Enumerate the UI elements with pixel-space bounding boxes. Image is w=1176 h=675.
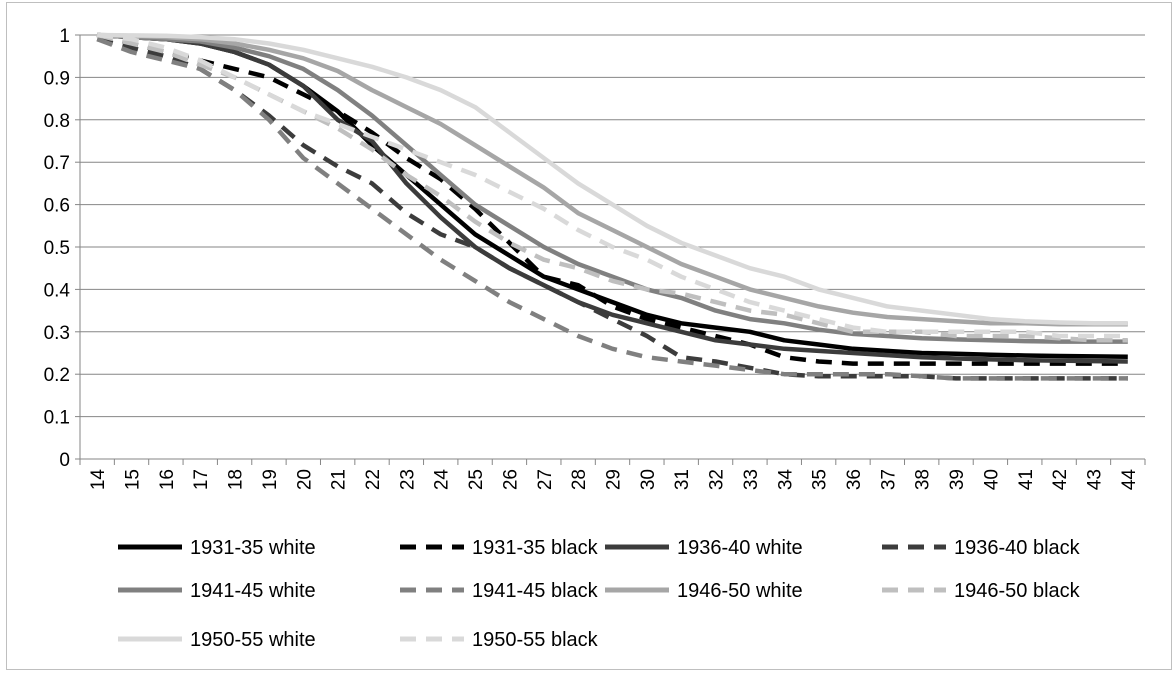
legend-label: 1941-45 black	[472, 580, 599, 602]
x-tick-label: 35	[810, 469, 831, 490]
series-line	[97, 32, 1128, 326]
x-tick-label: 17	[191, 469, 212, 490]
legend-label: 1931-35 black	[472, 537, 599, 559]
x-tick-label: 32	[707, 469, 728, 490]
gridlines	[80, 34, 1145, 418]
legend-label: 1950-55 black	[472, 629, 599, 651]
x-tick-label: 38	[913, 469, 934, 490]
x-tick-label: 28	[569, 469, 590, 490]
x-tick-label: 22	[363, 469, 384, 490]
x-tick-label: 39	[947, 469, 968, 490]
legend-label: 1931-35 white	[190, 537, 316, 559]
y-tick-label: 0.5	[44, 238, 70, 259]
x-tick-label: 21	[329, 469, 350, 490]
x-tick-label: 20	[294, 469, 315, 490]
x-tick-label: 23	[397, 469, 418, 490]
x-tick-label: 15	[123, 469, 144, 490]
series-line	[96, 32, 1128, 339]
x-tick-label: 16	[157, 469, 178, 490]
x-tick-label: 43	[1084, 469, 1105, 490]
legend-label: 1936-40 white	[677, 537, 803, 559]
y-tick-label: 0.9	[44, 68, 70, 89]
x-tick-label: 27	[535, 469, 556, 490]
legend-label: 1941-45 white	[190, 580, 316, 602]
x-tick-label: 14	[88, 469, 109, 491]
series-line	[96, 32, 1128, 366]
series-line	[97, 32, 1128, 344]
x-tick-label: 44	[1119, 469, 1140, 491]
legend-label: 1950-55 white	[190, 629, 316, 651]
x-tick-label: 29	[604, 469, 625, 490]
x-tick-label: 37	[878, 469, 899, 490]
x-tick-label: 34	[775, 469, 796, 491]
y-tick-label: 0.2	[44, 365, 70, 386]
legend-label: 1946-50 black	[954, 580, 1081, 602]
y-tick-label: 0.4	[44, 280, 71, 301]
x-tick-label: 40	[981, 469, 1002, 490]
x-tick-label: 31	[672, 469, 693, 490]
y-tick-label: 0.8	[44, 111, 70, 132]
series-line	[96, 37, 1128, 381]
x-tick-label: 33	[741, 469, 762, 490]
x-tick-label: 41	[1016, 469, 1037, 490]
y-tick-label: 0.1	[44, 408, 70, 429]
y-tick-label: 0.7	[44, 153, 70, 174]
axes: 0 0.1 0.2 0.3 0.4 0.5 0.6 0.7 0.8 0.9 1 14 15 16 17 18 1…	[44, 26, 1146, 491]
y-tick-label: 0.6	[44, 196, 70, 217]
series-line	[97, 32, 1128, 364]
series-line	[97, 32, 1128, 327]
series-line	[97, 32, 1128, 360]
series-line	[96, 37, 1128, 381]
y-tick-label: 0.3	[44, 323, 70, 344]
x-tick-label: 26	[500, 469, 521, 490]
x-tick-label: 36	[844, 469, 865, 490]
y-tick-label: 1	[59, 26, 70, 47]
series-lines	[96, 32, 1128, 381]
legend-label: 1946-50 white	[677, 580, 803, 602]
x-tick-label: 24	[432, 469, 453, 491]
x-tick-label: 18	[226, 469, 247, 490]
y-tick-label: 0	[59, 450, 70, 471]
x-tick-label: 25	[466, 469, 487, 490]
x-tick-label: 30	[638, 469, 659, 490]
x-tick-label: 19	[260, 469, 281, 490]
series-line	[96, 32, 1128, 343]
legend-label: 1936-40 black	[954, 537, 1081, 559]
x-tick-label: 42	[1050, 469, 1071, 490]
legend: 1931-35 white 1931-35 black 1936-40 white 1…	[118, 537, 1081, 651]
